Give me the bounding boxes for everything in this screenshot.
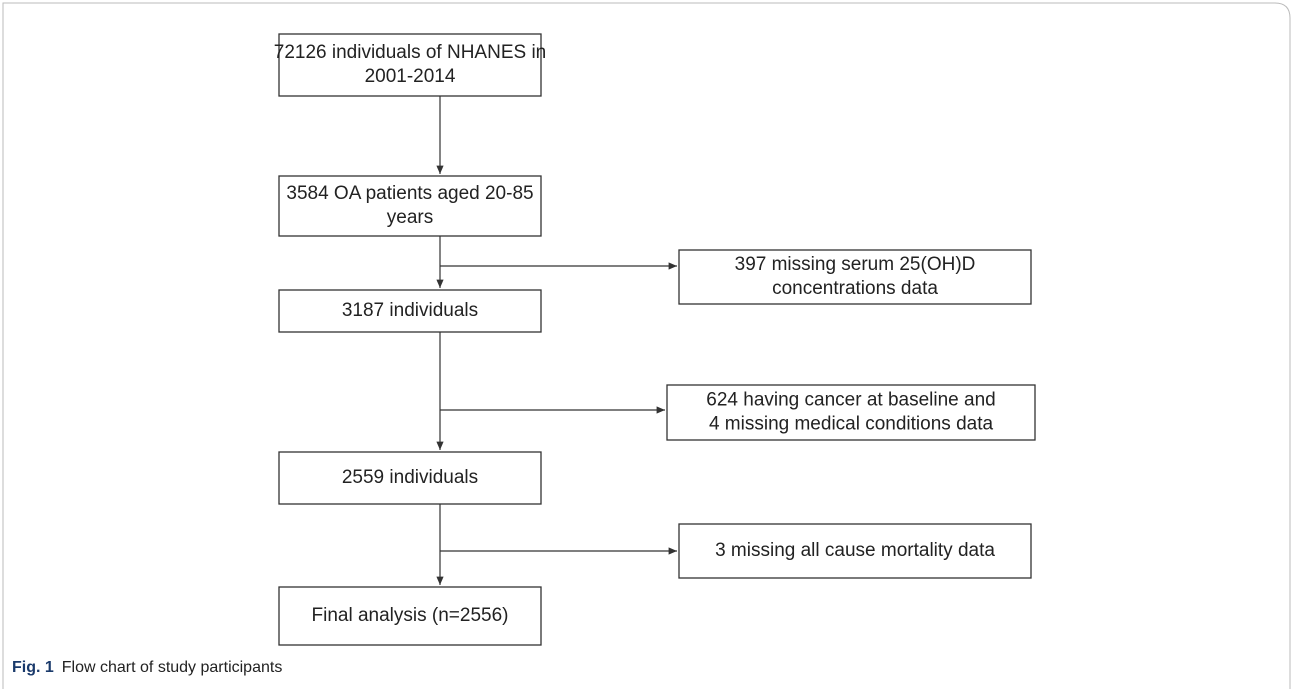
step-box xyxy=(278,289,542,333)
step-box-text: 72126 individuals of NHANES in xyxy=(274,42,547,63)
exclusion-box-text: 3 missing all cause mortality data xyxy=(715,540,995,561)
exclusion-box xyxy=(666,384,1036,441)
step-box xyxy=(278,33,542,97)
exclusion-box-text: 397 missing serum 25(OH)D xyxy=(735,254,976,275)
exclusion-box-text: 4 missing medical conditions data xyxy=(709,414,994,435)
step-box-text: 2559 individuals xyxy=(342,467,478,488)
connectors xyxy=(436,96,677,585)
caption: Fig. 1 Flow chart of study participants xyxy=(12,659,282,676)
step-box xyxy=(278,175,542,237)
step-box-text: 3584 OA patients aged 20-85 xyxy=(286,183,533,204)
step-box-text: years xyxy=(387,207,433,228)
exclusion-box xyxy=(678,523,1032,579)
exclusion-box-text: 624 having cancer at baseline and xyxy=(706,390,995,411)
step-box-text: 3187 individuals xyxy=(342,300,478,321)
caption-label: Fig. 1 xyxy=(12,659,54,676)
step-box xyxy=(278,586,542,646)
step-box-text: Final analysis (n=2556) xyxy=(312,605,509,626)
exclusion-box-text: concentrations data xyxy=(772,278,938,299)
step-box-text: 2001-2014 xyxy=(365,66,456,87)
caption-text: Flow chart of study participants xyxy=(62,659,283,676)
exclusion-box xyxy=(678,249,1032,305)
step-box xyxy=(278,451,542,505)
